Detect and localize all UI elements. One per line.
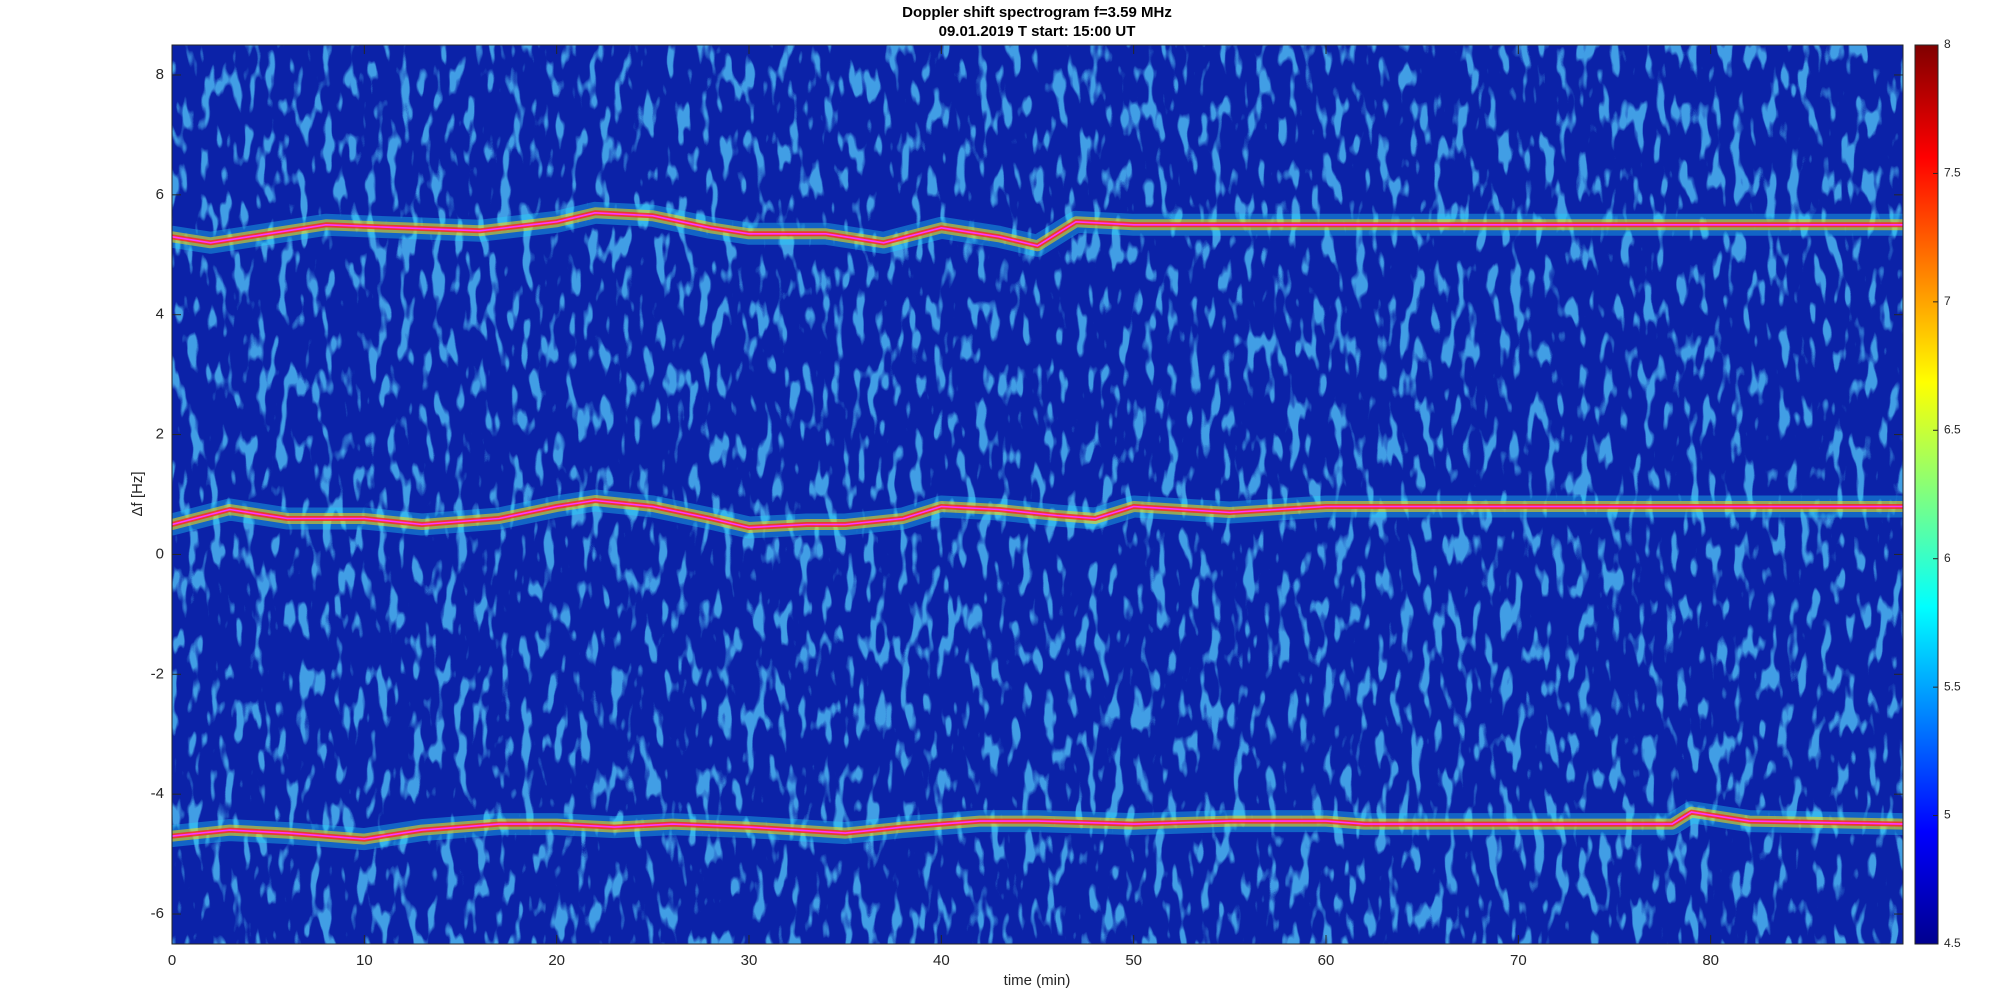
y-tick-label: 0: [156, 545, 164, 562]
y-tick-label: 8: [156, 66, 164, 83]
colorbar-tick-label: 5: [1944, 808, 1951, 822]
colorbar-tick-label: 6.5: [1944, 422, 1961, 436]
y-axis-label: Δf [Hz]: [129, 471, 146, 516]
colorbar: [1914, 44, 1939, 945]
x-tick-label: 70: [1510, 952, 1527, 969]
chart-subtitle: 09.01.2019 T start: 15:00 UT: [939, 23, 1136, 40]
y-tick-label: 2: [156, 426, 164, 443]
y-tick-label: -2: [151, 665, 164, 682]
y-tick-label: 4: [156, 306, 164, 323]
x-tick-label: 60: [1318, 952, 1335, 969]
x-tick-label: 50: [1125, 952, 1142, 969]
x-tick-label: 0: [168, 952, 176, 969]
colorbar-tick-label: 7.5: [1944, 166, 1961, 180]
colorbar-tick-label: 4.5: [1944, 936, 1961, 950]
x-tick-label: 40: [933, 952, 950, 969]
colorbar-tick-label: 5.5: [1944, 679, 1961, 693]
y-tick-label: -6: [151, 905, 164, 922]
plot-frame: [171, 44, 1904, 945]
signal-trace: [172, 212, 1903, 247]
y-tick-label: -4: [151, 785, 164, 802]
x-tick-label: 20: [548, 952, 565, 969]
chart-title: Doppler shift spectrogram f=3.59 MHz: [902, 4, 1172, 21]
y-tick-label: 6: [156, 186, 164, 203]
x-tick-label: 80: [1702, 952, 1719, 969]
colorbar-tick-label: 8: [1944, 37, 1951, 51]
x-tick-label: 30: [741, 952, 758, 969]
x-tick-label: 10: [356, 952, 373, 969]
colorbar-tick-label: 6: [1944, 551, 1951, 565]
noise-texture: [172, 45, 1903, 944]
signal-trace: [172, 811, 1903, 840]
x-axis-label: time (min): [1004, 972, 1071, 989]
signal-trace: [172, 499, 1903, 529]
colorbar-tick-label: 7: [1944, 294, 1951, 308]
traces: [172, 201, 1903, 851]
